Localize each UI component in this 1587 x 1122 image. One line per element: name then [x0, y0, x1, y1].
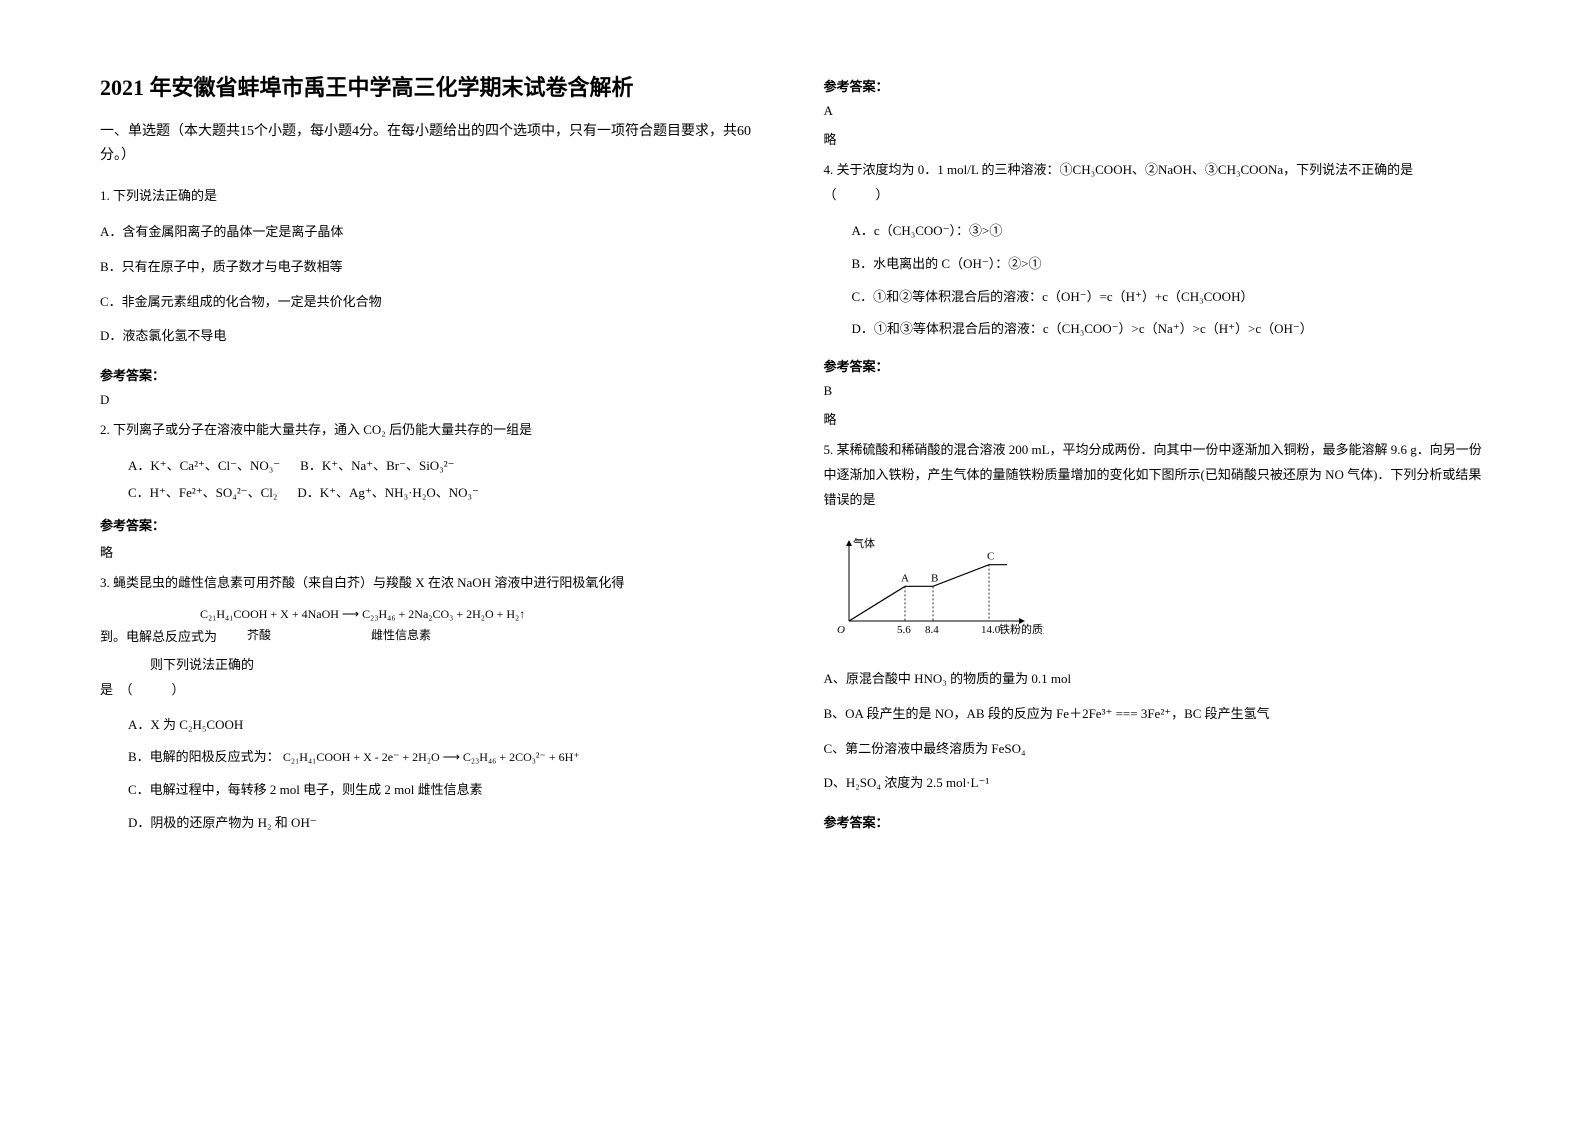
svg-text:B: B	[931, 573, 938, 585]
q5-option-c: C、第二份溶液中最终溶质为 FeSO₄	[824, 737, 1488, 762]
q5-option-d: D、H₂SO₄ 浓度为 2.5 mol·L⁻¹	[824, 771, 1488, 796]
q4-answer-label: 参考答案：	[824, 356, 1488, 375]
q3-text2: 到。电解总反应式为	[100, 626, 217, 645]
q3-text2-row: 到。电解总反应式为 芥酸 雌性信息素	[100, 626, 764, 645]
svg-text:14.0: 14.0	[981, 624, 1001, 636]
q3-text3-row: 则下列说法正确的 是 （ ）	[100, 653, 764, 702]
q4-text: 4. 关于浓度均为 0．1 mol/L 的三种溶液：①CH₃COOH、②NaOH…	[824, 158, 1488, 207]
q4-answer: B	[824, 383, 1488, 399]
q3-formula-label-left: 芥酸	[247, 626, 271, 645]
q2-answer-label: 参考答案：	[100, 515, 764, 534]
q4-option-c: C．①和②等体积混合后的溶液：c（OH⁻）=c（H⁺）+c（CH₃COOH）	[852, 285, 1488, 310]
svg-text:C: C	[987, 551, 994, 563]
q3-option-b: B．电解的阳极反应式为： C₂₁H₄₁COOH + X - 2e⁻ + 2H₂O…	[128, 745, 764, 770]
q3-formula-label-right: 雌性信息素	[371, 626, 431, 645]
q1-option-d: D．液态氯化氢不导电	[100, 324, 764, 349]
left-column: 2021 年安徽省蚌埠市禹王中学高三化学期末试卷含解析 一、单选题（本大题共15…	[100, 70, 764, 1052]
q1-answer-label: 参考答案：	[100, 365, 764, 384]
q2-options-row2: C．H⁺、Fe²⁺、SO₄²⁻、Cl₂ D．K⁺、Ag⁺、NH₃·H₂O、NO₃…	[128, 482, 764, 501]
q2-options-row1: A．K⁺、Ca²⁺、Cl⁻、NO₃⁻ B．K⁺、Na⁺、Br⁻、SiO₃²⁻	[128, 455, 764, 474]
q3-text1: 3. 蝇类昆虫的雌性信息素可用芥酸（来自白芥）与羧酸 X 在浓 NaOH 溶液中…	[100, 571, 764, 596]
gas-chart-svg: 气体 O A B C 5.6 8.4 14.0铁粉的质量/g	[824, 536, 1044, 646]
q4-option-b: B．水电离出的 C（OH⁻）：②>①	[852, 252, 1488, 277]
svg-text:A: A	[901, 573, 909, 585]
q5-chart: 气体 O A B C 5.6 8.4 14.0铁粉的质量/g	[824, 536, 1488, 651]
q3-answer: A	[824, 103, 1488, 119]
q3-answer-label: 参考答案：	[824, 76, 1488, 95]
q3-answer2: 略	[824, 129, 1488, 148]
q5-text: 5. 某稀硫酸和稀硝酸的混合溶液 200 mL，平均分成两份．向其中一份中逐渐加…	[824, 438, 1488, 512]
q2-option-b: B．K⁺、Na⁺、Br⁻、SiO₃²⁻	[300, 455, 454, 474]
q2-text: 2. 下列离子或分子在溶液中能大量共存，通入 CO₂ 后仍能大量共存的一组是	[100, 418, 764, 443]
svg-text:铁粉的质量/g: 铁粉的质量/g	[999, 622, 1044, 636]
svg-text:5.6: 5.6	[897, 624, 911, 636]
svg-text:气体: 气体	[853, 536, 875, 550]
q2-option-d: D．K⁺、Ag⁺、NH₃·H₂O、NO₃⁻	[297, 482, 479, 501]
svg-text:O: O	[837, 624, 845, 636]
q3-formula: C₂₁H₄₁COOH + X + 4NaOH ⟶ C₂₃H₄₆ + 2Na₂CO…	[200, 607, 764, 622]
q4-option-d: D．①和③等体积混合后的溶液：c（CH₃COO⁻）>c（Na⁺）>c（H⁺）>c…	[852, 317, 1488, 342]
q4-option-a: A．c（CH₃COO⁻）：③>①	[852, 219, 1488, 244]
q3-option-d: D．阴极的还原产物为 H₂ 和 OH⁻	[128, 811, 764, 836]
page-title: 2021 年安徽省蚌埠市禹王中学高三化学期末试卷含解析	[100, 70, 764, 102]
q4-answer2: 略	[824, 409, 1488, 428]
q1-option-b: B．只有在原子中，质子数才与电子数相等	[100, 255, 764, 280]
q5-option-b: B、OA 段产生的是 NO，AB 段的反应为 Fe＋2Fe³⁺ === 3Fe²…	[824, 702, 1488, 727]
q1-option-a: A．含有金属阳离子的晶体一定是离子晶体	[100, 220, 764, 245]
q2-answer: 略	[100, 542, 764, 561]
right-column: 参考答案： A 略 4. 关于浓度均为 0．1 mol/L 的三种溶液：①CH₃…	[824, 70, 1488, 1052]
q3-option-a: A．X 为 C₂H₅COOH	[128, 713, 764, 738]
q1-answer: D	[100, 392, 764, 408]
q2-option-c: C．H⁺、Fe²⁺、SO₄²⁻、Cl₂	[128, 482, 277, 501]
section-header: 一、单选题（本大题共15个小题，每小题4分。在每小题给出的四个选项中，只有一项符…	[100, 120, 764, 168]
q5-answer-label: 参考答案：	[824, 812, 1488, 831]
q3-option-b-formula: C₂₁H₄₁COOH + X - 2e⁻ + 2H₂O ⟶ C₂₃H₄₆ + 2…	[283, 750, 580, 764]
q3-text3-suffix: 是 （ ）	[100, 678, 764, 703]
q3-text3-prefix: 则下列说法正确的	[150, 653, 764, 678]
q1-option-c: C．非金属元素组成的化合物，一定是共价化合物	[100, 290, 764, 315]
q3-option-c: C．电解过程中，每转移 2 mol 电子，则生成 2 mol 雌性信息素	[128, 778, 764, 803]
q3-option-b-prefix: B．电解的阳极反应式为：	[128, 749, 280, 764]
svg-text:8.4: 8.4	[925, 624, 939, 636]
q1-text: 1. 下列说法正确的是	[100, 184, 764, 209]
q2-option-a: A．K⁺、Ca²⁺、Cl⁻、NO₃⁻	[128, 455, 280, 474]
q5-option-a: A、原混合酸中 HNO₃ 的物质的量为 0.1 mol	[824, 667, 1488, 692]
